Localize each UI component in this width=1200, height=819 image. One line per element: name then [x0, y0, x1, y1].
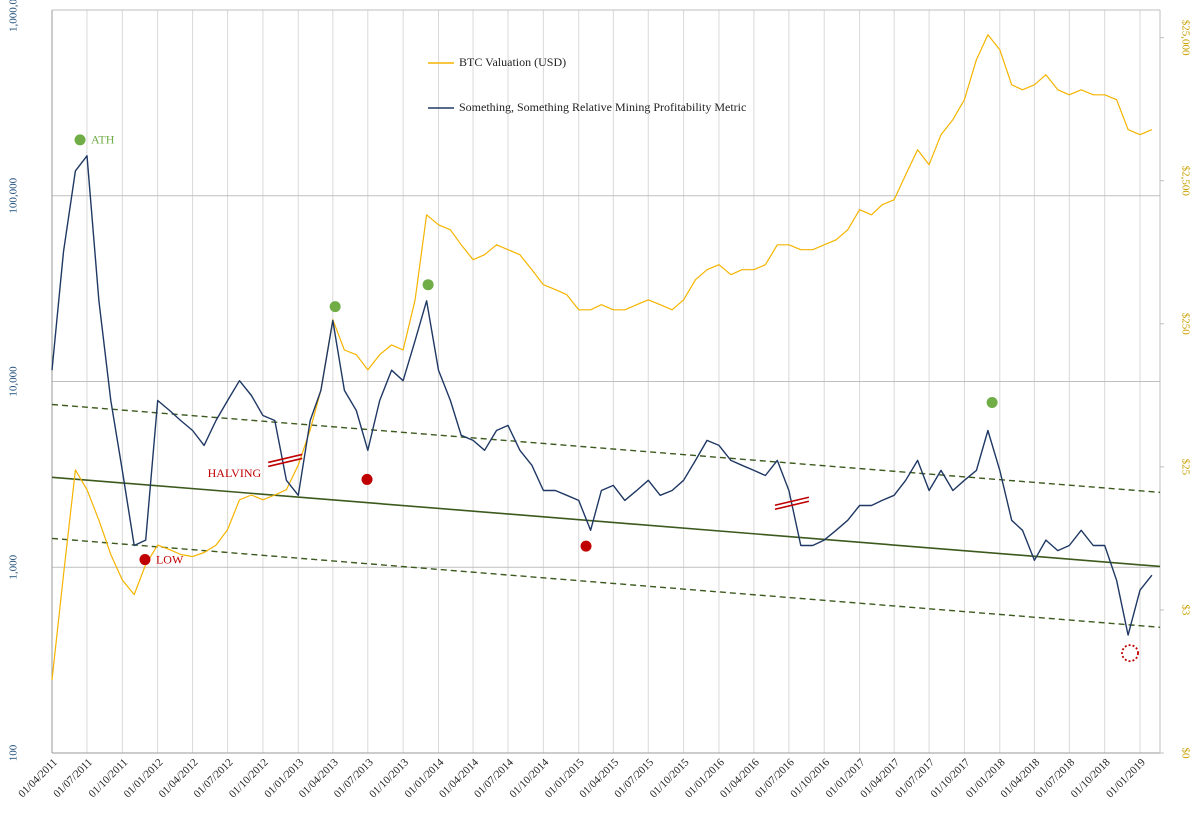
halving-mark — [268, 453, 303, 468]
legend-label: BTC Valuation (USD) — [459, 55, 566, 69]
marker-dot — [422, 279, 434, 291]
legend-label: Something, Something Relative Mining Pro… — [459, 100, 746, 114]
marker-dot — [74, 134, 86, 146]
halving-stroke — [268, 457, 303, 468]
trend-line — [51, 403, 1161, 494]
halving-stroke — [774, 496, 810, 507]
y-tick-label: 1,000,000 — [8, 0, 20, 32]
marker-dot — [986, 396, 998, 408]
y-tick-label: 10,000 — [8, 366, 20, 397]
y-tick-label: 100 — [8, 744, 20, 761]
y-tick-label: 1,000 — [8, 554, 20, 579]
halving-mark — [774, 496, 810, 511]
trend-line — [51, 476, 1161, 568]
y2-tick-label: $25,000 — [1179, 20, 1191, 56]
y2-tick-label: $3 — [1179, 604, 1191, 616]
y-tick-label: 100,000 — [8, 177, 20, 213]
y2-tick-label: $25 — [1179, 459, 1191, 476]
marker-label: HALVING — [208, 466, 262, 480]
marker-dot — [580, 540, 592, 552]
halving-stroke — [774, 500, 810, 511]
marker-label: ATH — [91, 133, 115, 147]
trend-line — [51, 537, 1161, 629]
series-line — [51, 155, 1153, 636]
marker-circle — [1121, 644, 1139, 663]
marker-dot — [361, 473, 373, 485]
marker-label: LOW — [156, 552, 184, 566]
marker-dot — [329, 301, 341, 313]
series-line — [51, 34, 1153, 681]
marker-dot — [139, 554, 151, 566]
halving-stroke — [268, 453, 303, 464]
y2-tick-label: $0 — [1179, 748, 1191, 760]
y2-tick-label: $2,500 — [1179, 166, 1191, 197]
y2-tick-label: $250 — [1179, 313, 1191, 336]
